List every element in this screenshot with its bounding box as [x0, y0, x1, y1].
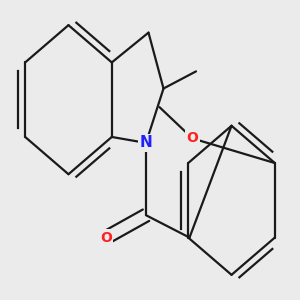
Text: O: O	[187, 131, 198, 146]
Text: N: N	[140, 135, 152, 150]
Text: O: O	[100, 231, 112, 244]
